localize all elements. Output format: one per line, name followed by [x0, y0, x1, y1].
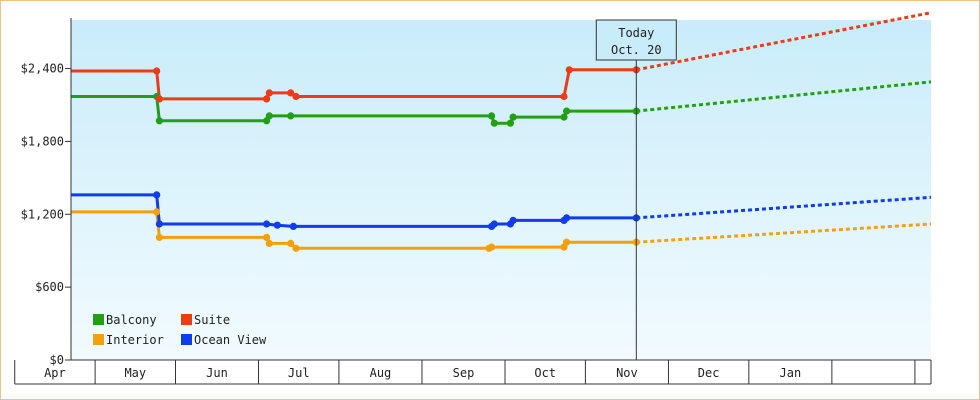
series-suite-point	[263, 95, 271, 103]
series-interior-point	[153, 208, 161, 216]
series-interior-point	[263, 233, 271, 241]
legend-label: Interior	[106, 333, 164, 347]
series-suite-point	[565, 66, 573, 74]
x-tick-label: Dec	[698, 366, 720, 380]
series-ocean-view-point	[155, 220, 163, 228]
series-interior-point	[292, 244, 300, 252]
series-interior-point	[287, 239, 295, 247]
series-balcony-point	[563, 107, 571, 115]
legend-swatch	[181, 334, 192, 345]
series-suite-forecast	[636, 11, 932, 72]
series-balcony-point	[506, 119, 514, 127]
series-balcony-point	[488, 112, 496, 120]
series-balcony-point	[265, 112, 273, 120]
series-balcony-point	[155, 117, 163, 125]
y-tick-label: $1,200	[21, 207, 64, 221]
series-interior-point	[488, 243, 496, 251]
series-suite-point	[292, 92, 300, 101]
forecast-lines	[636, 11, 932, 244]
y-tick-label: $1,800	[21, 134, 64, 148]
series-ocean-view-point	[263, 220, 271, 228]
series-interior-point	[563, 238, 571, 246]
plot-area	[71, 20, 931, 360]
series-ocean-view-point	[273, 221, 281, 229]
today-label-line1: Today	[618, 26, 654, 40]
legend-label: Balcony	[106, 313, 157, 327]
x-axis: Apr May Jun Jul Aug Sep Oct Nov Dec Jan	[14, 359, 932, 385]
series-suite-point	[287, 89, 295, 97]
series-suite-point	[560, 92, 568, 101]
legend-swatch	[93, 334, 104, 345]
today-label-line2: Oct. 20	[611, 43, 662, 57]
series-balcony-point	[509, 113, 517, 121]
series-balcony-point	[287, 112, 295, 120]
series-balcony-forecast	[636, 80, 932, 113]
series-ocean-view-point	[490, 220, 498, 228]
x-tick-label: Apr	[44, 366, 66, 380]
price-change-markers	[153, 66, 640, 252]
x-tick-label: Jan	[780, 366, 802, 380]
series-balcony-point	[560, 113, 568, 121]
series-interior-point	[265, 239, 273, 247]
series-suite-point	[153, 67, 161, 75]
series-suite-line	[71, 68, 637, 101]
today-label: Today Oct. 20	[595, 19, 677, 61]
x-tick-label: May	[124, 366, 146, 380]
series-ocean-view-point	[509, 216, 517, 224]
legend-swatch	[93, 314, 104, 325]
x-tick-label: Nov	[616, 366, 638, 380]
y-tick-label: $600	[35, 280, 64, 294]
series-ocean-view-forecast	[636, 195, 932, 220]
legend-label: Ocean View	[194, 333, 267, 347]
legend: Balcony Suite Interior Ocean View	[93, 313, 267, 347]
series-ocean-view-point	[563, 214, 571, 222]
series-balcony-point	[490, 119, 498, 127]
x-tick-label: Jul	[288, 366, 310, 380]
series-suite-point	[265, 89, 273, 97]
series-ocean-view-point	[289, 222, 297, 230]
legend-swatch	[181, 314, 192, 325]
x-tick-label: Jun	[206, 366, 228, 380]
series-interior-point	[155, 233, 163, 241]
series-interior-forecast	[636, 222, 932, 244]
x-tick-label: Aug	[370, 366, 392, 380]
legend-label: Suite	[194, 313, 230, 327]
series-ocean-view-point	[153, 191, 161, 199]
series-suite-point	[155, 95, 163, 103]
y-tick-label: $2,400	[21, 62, 64, 76]
y-axis: $0 $600 $1,200 $1,800 $2,400	[21, 18, 72, 367]
y-tick-label: $0	[50, 353, 64, 367]
x-tick-label: Oct	[534, 366, 556, 380]
today-label-box	[595, 19, 677, 61]
x-tick-label: Sep	[453, 366, 475, 380]
